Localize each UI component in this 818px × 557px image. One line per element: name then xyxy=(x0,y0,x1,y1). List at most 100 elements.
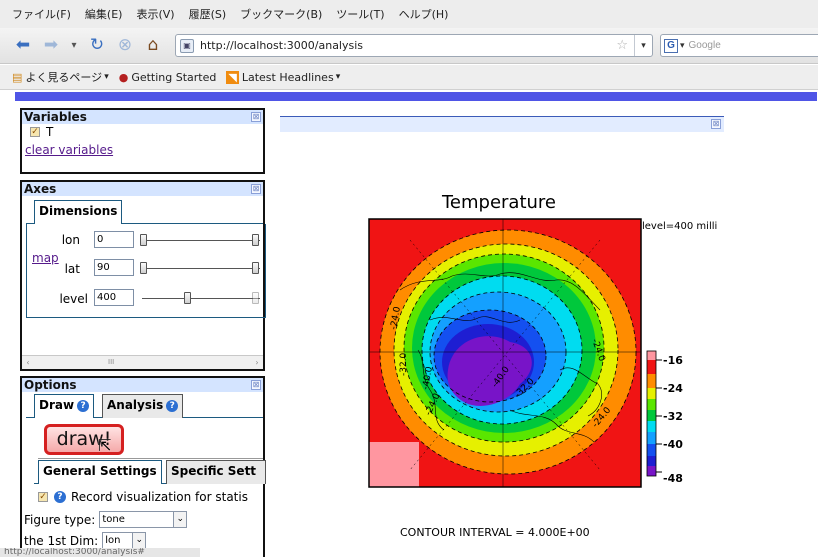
google-icon[interactable]: G xyxy=(664,38,678,53)
chevron-down-icon[interactable]: ⌄ xyxy=(132,533,146,548)
chevron-down-icon[interactable]: ⌄ xyxy=(173,512,187,527)
colorbar-tick-label: -16 xyxy=(663,354,683,367)
panel-title: Variables xyxy=(24,110,87,124)
search-placeholder[interactable]: Google xyxy=(688,40,721,51)
forward-arrow-icon[interactable]: ➡ xyxy=(43,35,59,55)
colorbar-swatch-yellow xyxy=(647,388,656,399)
band-pink-corner xyxy=(369,442,419,487)
colorbar-frame xyxy=(646,350,657,477)
menu-bookmarks[interactable]: ブックマーク(B) xyxy=(240,8,323,21)
panel-header: Axes ⊠ xyxy=(22,182,263,196)
menu-edit[interactable]: 編集(E) xyxy=(84,8,123,21)
page-header-strip xyxy=(15,92,817,101)
level-slider-track[interactable] xyxy=(142,298,260,299)
tab-label: Draw xyxy=(39,398,75,412)
close-icon[interactable]: ⊠ xyxy=(251,380,261,390)
colorbar-swatch-red xyxy=(647,360,656,374)
plot-frame xyxy=(368,218,642,488)
bookmark-star-icon[interactable]: ☆ xyxy=(616,38,628,53)
axes-panel: Axes ⊠ Dimensions map lon lat level ‹ II… xyxy=(20,180,266,371)
tab-draw[interactable]: Draw? xyxy=(34,394,95,418)
map-link[interactable]: map xyxy=(32,251,59,265)
colorbar-swatch-blue xyxy=(647,444,656,456)
lat-slider-track[interactable] xyxy=(142,268,260,269)
back-arrow-icon[interactable]: ⬅ xyxy=(15,35,31,55)
draw-button[interactable]: draw! xyxy=(44,424,124,455)
help-icon[interactable]: ? xyxy=(166,400,179,412)
level-slider-thumb[interactable] xyxy=(184,292,191,304)
status-bar: http://localhost:3000/analysis# xyxy=(0,548,200,557)
scroll-left-icon[interactable]: ‹ xyxy=(26,358,30,367)
settings-tab-strip: General Settings Specific Sett xyxy=(34,460,266,484)
select-value: lon xyxy=(105,535,121,546)
site-identity-icon[interactable]: ▣ xyxy=(180,38,194,53)
lat-input[interactable] xyxy=(94,259,134,276)
graphic-panel-header: ⊠ xyxy=(280,116,724,132)
rss-icon: ◥ xyxy=(226,70,239,84)
horizontal-scrollbar[interactable]: ‹ III › xyxy=(22,355,263,369)
first-dim-row: the 1st Dim: lon ⌄ xyxy=(24,532,147,549)
lon-slider-track[interactable] xyxy=(142,240,260,241)
tab-general-settings[interactable]: General Settings xyxy=(38,460,162,484)
menu-help[interactable]: ヘルプ(H) xyxy=(398,8,449,21)
contour-interval-label: CONTOUR INTERVAL = 4.000E+00 xyxy=(400,526,590,539)
help-icon[interactable]: ? xyxy=(77,400,90,412)
level-input[interactable] xyxy=(94,289,134,306)
bookmark-latest-headlines[interactable]: ◥ Latest Headlines ▾ xyxy=(226,70,340,84)
colorbar-swatch-darkblue xyxy=(647,456,656,466)
help-icon[interactable]: ? xyxy=(54,491,66,503)
close-icon[interactable]: ⊠ xyxy=(251,184,261,194)
options-tab-strip: Draw? Analysis? xyxy=(26,394,263,418)
level-label: level=400 milli xyxy=(642,221,717,232)
url-dropdown-icon[interactable]: ▾ xyxy=(634,35,652,56)
tab-analysis[interactable]: Analysis? xyxy=(102,394,184,418)
tab-dimensions[interactable]: Dimensions xyxy=(34,200,123,224)
figure-type-label: Figure type: xyxy=(24,512,96,527)
stop-icon[interactable]: ⊗ xyxy=(117,35,133,55)
tab-specific-settings[interactable]: Specific Sett xyxy=(166,460,266,484)
scroll-right-icon[interactable]: › xyxy=(255,358,259,367)
bookmark-label: Getting Started xyxy=(131,70,217,84)
lat-slider-end-thumb[interactable] xyxy=(252,262,259,274)
first-dim-select[interactable]: lon ⌄ xyxy=(102,532,147,549)
bookmark-label: よく見るページ xyxy=(25,71,103,84)
url-bar[interactable]: ▣ http://localhost:3000/analysis ☆ ▾ xyxy=(175,34,653,57)
url-text[interactable]: http://localhost:3000/analysis xyxy=(200,39,364,52)
scroll-grip[interactable]: III xyxy=(108,358,115,366)
bookmark-most-visited[interactable]: ▤ よく見るページ ▾ xyxy=(12,69,109,85)
variables-panel: Variables ⊠ ✓ T clear variables xyxy=(20,108,265,174)
figure-type-select[interactable]: tone ⌄ xyxy=(99,511,188,528)
record-checkbox[interactable]: ✓ xyxy=(38,492,48,502)
reload-icon[interactable]: ↻ xyxy=(89,35,105,55)
panel-header: Options ⊠ xyxy=(22,378,263,392)
tab-label: Dimensions xyxy=(39,204,118,218)
firefox-icon: ● xyxy=(118,70,129,84)
lon-slider-thumb[interactable] xyxy=(140,234,147,246)
search-bar[interactable]: G ▾ Google xyxy=(660,34,818,57)
level-slider-end-thumb[interactable] xyxy=(252,292,259,304)
menu-view[interactable]: 表示(V) xyxy=(136,8,175,21)
dimensions-box xyxy=(26,224,266,318)
search-engine-dropdown-icon[interactable]: ▾ xyxy=(680,40,685,51)
first-dim-label: the 1st Dim: xyxy=(24,533,99,548)
lon-input[interactable] xyxy=(94,231,134,248)
menu-tools[interactable]: ツール(T) xyxy=(336,8,385,21)
menu-history[interactable]: 履歴(S) xyxy=(188,8,227,21)
menu-file[interactable]: ファイル(F) xyxy=(12,8,71,21)
close-icon[interactable]: ⊠ xyxy=(251,112,261,122)
close-icon[interactable]: ⊠ xyxy=(711,119,721,129)
tab-label: Specific Sett xyxy=(171,464,257,478)
dim-label-lat: lat xyxy=(64,262,80,276)
history-dropdown-icon[interactable]: ▾ xyxy=(71,39,77,51)
clear-variables-link[interactable]: clear variables xyxy=(25,143,114,157)
options-panel: Options ⊠ Draw? Analysis? draw! ⇱ Genera… xyxy=(20,376,266,557)
bookmark-getting-started[interactable]: ● Getting Started xyxy=(119,71,217,84)
colorbar-swatch-lightblue xyxy=(647,432,656,444)
lon-slider-end-thumb[interactable] xyxy=(252,234,259,246)
lat-slider-thumb[interactable] xyxy=(140,262,147,274)
bookmarks-toolbar: ▤ よく見るページ ▾ ● Getting Started ◥ Latest H… xyxy=(0,65,818,90)
variable-checkbox[interactable]: ✓ xyxy=(30,127,40,137)
tab-label: Analysis xyxy=(107,398,164,412)
home-icon[interactable]: ⌂ xyxy=(147,35,159,55)
band-purple xyxy=(447,336,532,406)
